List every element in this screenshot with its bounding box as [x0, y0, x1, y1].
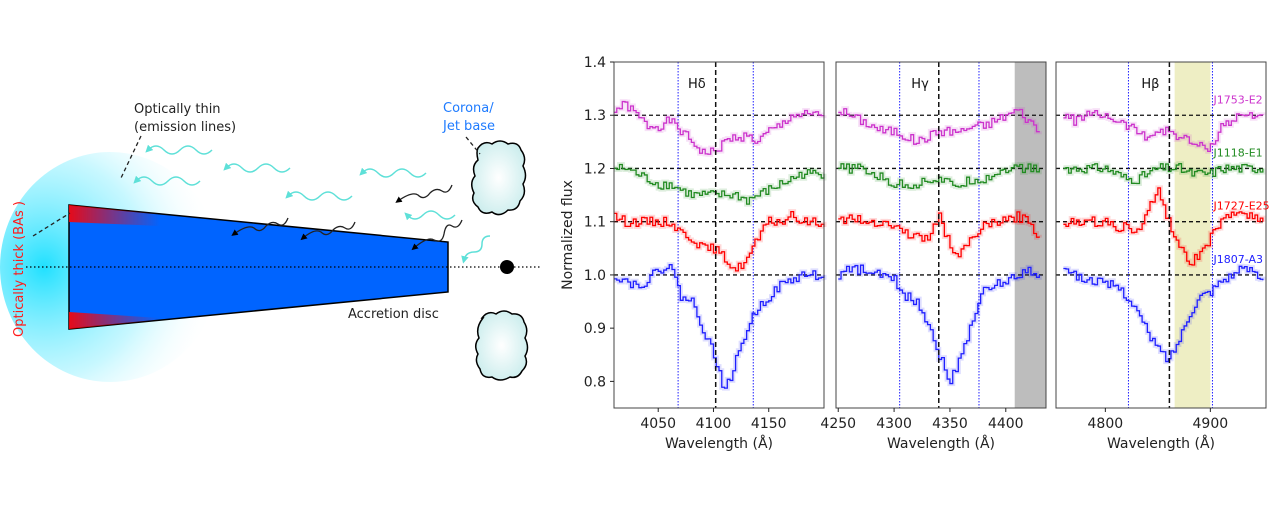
plot-frame: [613, 61, 825, 409]
y-tick-label: 0.9: [584, 321, 606, 337]
x-tick-label: 4400: [988, 416, 1024, 432]
spectra-chart: 4050 4100 4150 Wavelength (Å) Hδ 0.8 0.9 1.0 1.1…: [560, 55, 1270, 452]
panel-label: Hγ: [911, 77, 929, 92]
series-line-J1807-A3: [1063, 265, 1264, 363]
panel-2: 4250 4300 4350 4400 Wavelength (Å) Hγ: [820, 61, 1047, 452]
leader-corona: [465, 136, 481, 155]
label-jet-base: Jet base: [442, 119, 495, 134]
legend-label: J1753-E2: [1213, 93, 1263, 106]
series-line-J1807-A3: [614, 264, 825, 389]
photon-arrow: [359, 167, 427, 178]
y-tick-label: 1.0: [584, 268, 606, 284]
label-accretion-disc: Accretion disc: [348, 307, 439, 322]
series-line-J1753-E2: [614, 100, 825, 155]
panel-3: 4800 4900 Wavelength (Å) Hβ J1753-E2 J1118-E1…: [1055, 61, 1270, 452]
plot-frame: [1055, 61, 1267, 409]
photon-arrow: [395, 184, 453, 203]
series-line-J1727-E25: [1063, 187, 1264, 266]
leader-thin: [120, 135, 142, 179]
photon-arrow: [461, 235, 491, 264]
shaded-region: [1174, 62, 1211, 408]
label-corona: Corona/: [443, 101, 494, 116]
x-axis-label: Wavelength (Å): [1107, 435, 1215, 452]
optically-thick-bottom: [69, 312, 160, 329]
x-tick-label: 4100: [696, 416, 732, 432]
series-error-band: [1063, 263, 1266, 365]
photon-arrow: [145, 144, 213, 155]
panel-label: Hδ: [688, 77, 706, 92]
reprocessed-photons: [231, 184, 463, 251]
legend-label: J1118-E1: [1213, 146, 1263, 159]
label-optically-thin: Optically thin: [134, 102, 221, 117]
black-hole: [500, 260, 514, 274]
plot-frame: [835, 61, 1047, 409]
y-tick-label: 1.2: [584, 161, 606, 177]
photon-arrow: [404, 210, 456, 221]
x-tick-label: 4050: [640, 416, 676, 432]
thin-photons: [133, 144, 491, 264]
x-tick-label: 4300: [876, 416, 912, 432]
series-error-band: [614, 209, 827, 274]
photon-arrow: [285, 190, 353, 201]
series-line-J1727-E25: [838, 211, 1040, 258]
photon-arrow: [300, 221, 356, 241]
corona-cloud-bottom: [475, 310, 529, 381]
series-line-J1727-E25: [614, 210, 825, 272]
accretion-diagram: Optically thin (emission lines) Corona/ …: [0, 101, 540, 382]
x-axis-label: Wavelength (Å): [887, 435, 995, 452]
series-error-band: [614, 99, 827, 157]
photon-arrow: [223, 162, 291, 173]
y-tick-label: 1.3: [584, 108, 606, 124]
panel-label: Hβ: [1141, 77, 1159, 92]
x-tick-label: 4250: [820, 416, 856, 432]
legend-label: J1807-A3: [1213, 253, 1264, 266]
panel-1: 4050 4100 4150 Wavelength (Å) Hδ 0.8 0.9 1.0 1.1…: [560, 55, 827, 452]
photon-arrow: [411, 219, 463, 251]
series-line-J1118-E1: [1063, 163, 1264, 185]
series-error-band: [614, 162, 827, 207]
leader-thick: [32, 212, 71, 237]
photon-arrow: [231, 217, 289, 236]
y-tick-label: 1.1: [584, 215, 606, 231]
y-tick-label: 1.4: [584, 55, 606, 71]
photon-arrow: [133, 175, 201, 186]
y-tick-label: 0.8: [584, 374, 606, 390]
series-line-J1753-E2: [1063, 109, 1264, 153]
x-tick-label: 4350: [932, 416, 968, 432]
optically-thick-top: [69, 205, 160, 226]
x-tick-label: 4900: [1193, 416, 1229, 432]
corona-cloud-top: [471, 140, 527, 216]
label-optically-thick: Optically thick (BAs ): [12, 201, 27, 337]
label-emission-lines: (emission lines): [134, 120, 236, 135]
y-axis-label: Normalized flux: [560, 180, 576, 290]
x-axis-label: Wavelength (Å): [665, 435, 773, 452]
series-line-J1118-E1: [614, 163, 825, 205]
x-tick-label: 4150: [751, 416, 787, 432]
legend-label: J1727-E25: [1213, 200, 1270, 213]
x-tick-label: 4800: [1088, 416, 1124, 432]
